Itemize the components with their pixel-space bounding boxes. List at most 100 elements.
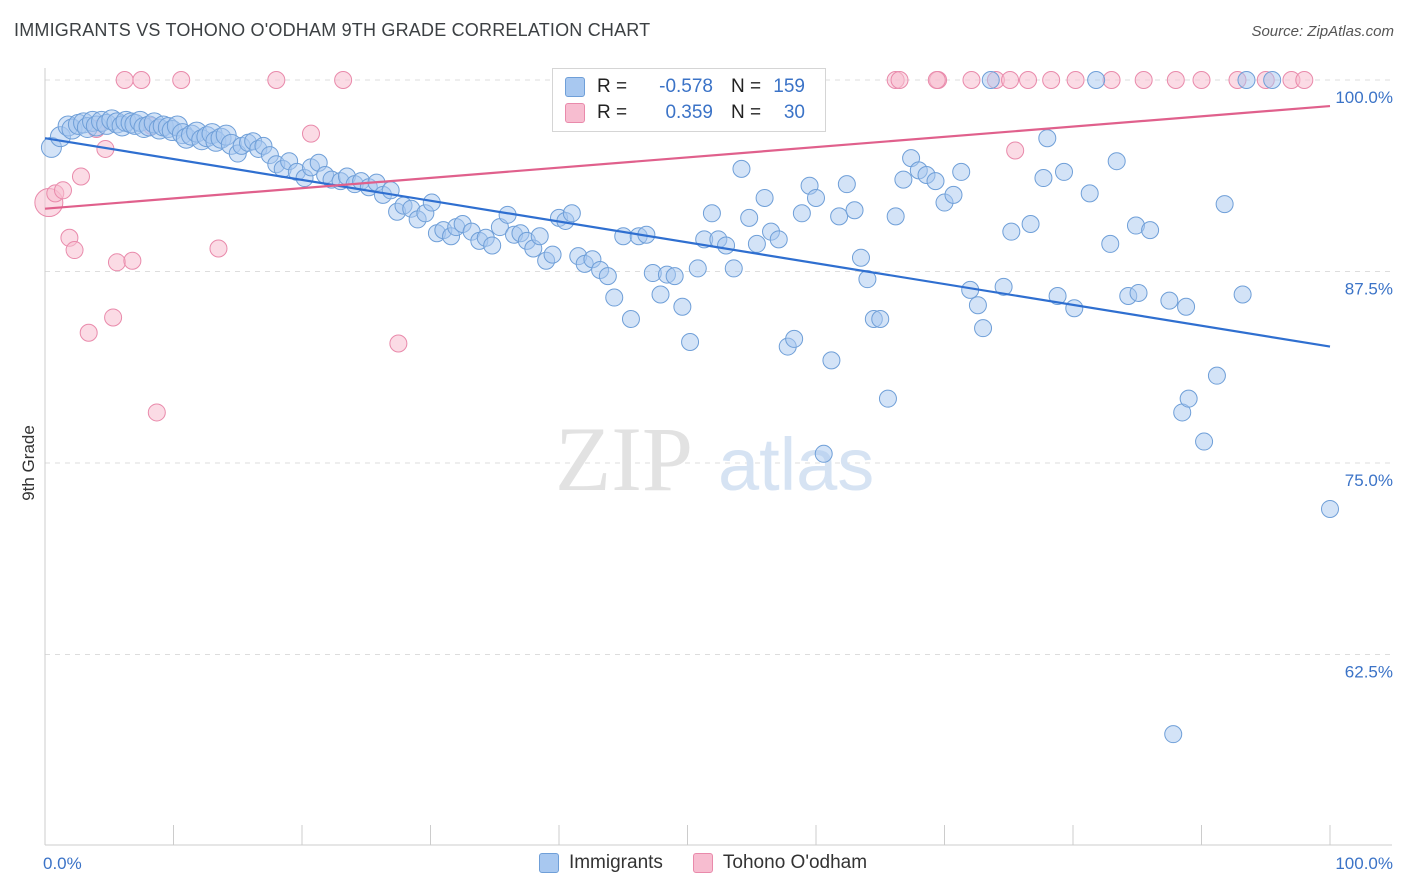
immigrant-point [530,227,549,246]
immigrant-point [845,201,864,220]
immigrant-point [974,319,993,338]
immigrant-point [894,170,913,189]
y-axis-label: 9th Grade [19,425,38,501]
immigrant-point [769,230,788,249]
tohono-point [1042,71,1061,89]
tohono-point [1192,71,1211,89]
immigrant-point [740,208,759,227]
bottom-legend-tohono[interactable]: Tohono O'odham [692,852,868,874]
immigrant-point [483,236,502,255]
legend-n-label: N = [731,102,762,123]
immigrant-point [732,159,751,178]
immigrant-point [837,175,856,194]
legend-r-label: R = [597,76,628,97]
immigrant-point [952,162,971,181]
immigrant-point [878,389,897,408]
immigrant-point [1065,299,1084,318]
tohono-point [172,71,191,89]
immigrant-point [1195,432,1214,451]
tohono-point [115,71,134,89]
immigrant-point [688,259,707,278]
immigrant-point [681,332,700,351]
immigrant-point [830,207,849,226]
watermark-zip: ZIP [555,408,693,510]
tohono-point [1134,71,1153,89]
immigrant-point [665,267,684,286]
tohono-point [71,167,90,186]
immigrant-point [1207,366,1226,385]
immigrant-point [1002,222,1021,241]
tohono-point [53,181,72,200]
immigrants-swatch [565,77,585,97]
legend-r-value: 0.359 [665,102,713,123]
tohono-point [334,71,353,89]
x-tick-label: 0.0% [43,854,82,873]
immigrant-point [702,204,721,223]
y-tick-label: 62.5% [1345,663,1393,682]
legend-n-value: 159 [773,76,805,97]
immigrant-point [724,259,743,278]
grid-lines [45,79,1392,655]
immigrant-point [1048,287,1067,306]
immigrant-point [598,267,617,286]
immigrant-point [1034,169,1053,188]
immigrant-point [822,351,841,370]
immigrant-point [944,185,963,204]
immigrant-point [1233,285,1252,304]
legend: R = -0.578 N = 159 R = 0.359 N = 30 [552,68,826,132]
immigrant-point [871,309,890,328]
immigrant-point [562,204,581,223]
immigrants-trend-line [44,137,1331,348]
tohono-point [267,71,286,89]
tohono-point [1001,71,1020,89]
immigrant-point [851,248,870,267]
tohono-point [389,334,408,353]
immigrant-point [1321,499,1339,518]
immigrant-point [1101,234,1120,253]
immigrant-point [605,288,624,307]
immigrant-point [673,297,692,316]
tohono-point [79,323,98,342]
immigrant-point [1080,184,1099,203]
immigrant-point [1129,283,1148,302]
immigrant-point [1055,162,1074,181]
immigrant-point [1141,221,1160,240]
legend-row-tohono: R = 0.359 N = 30 [565,100,805,126]
legend-n-value: 30 [783,102,805,123]
tohono-point [107,253,126,272]
tohono-point [132,71,151,89]
legend-r-label: R = [597,102,628,123]
bottom-legend-label: Immigrants [568,852,663,873]
immigrant-point [1179,389,1198,408]
legend-row-immigrants: R = -0.578 N = 159 [565,74,805,100]
watermark: ZIP atlas [555,408,874,510]
immigrant-point [807,188,825,207]
immigrant-point [981,71,1000,89]
legend-r-value: -0.578 [659,76,713,97]
immigrant-point [621,309,640,328]
tohono-point [1066,71,1085,89]
tohono-point [890,71,909,89]
tohono-point [209,239,228,258]
immigrant-point [543,245,562,264]
tohono-point [1166,71,1185,89]
immigrant-points [40,71,1339,744]
bottom-legend-immigrants[interactable]: Immigrants [538,852,663,874]
immigrant-point [1087,71,1106,89]
tohono-point [1019,71,1038,89]
tohono-trend-line [44,104,1331,210]
bottom-legend-label: Tohono O'odham [722,852,868,873]
immigrant-point [1237,71,1256,89]
tohono-point [1006,141,1025,160]
immigrant-point [1177,297,1196,316]
immigrant-point [926,172,945,191]
immigrant-point [747,234,766,253]
immigrant-point [651,285,670,304]
tohono-swatch [565,103,585,123]
tohono-point [65,241,84,260]
y-tick-label: 87.5% [1345,280,1393,299]
immigrant-point [792,204,811,223]
y-tick-label: 75.0% [1345,471,1393,490]
immigrant-point [1215,195,1234,214]
